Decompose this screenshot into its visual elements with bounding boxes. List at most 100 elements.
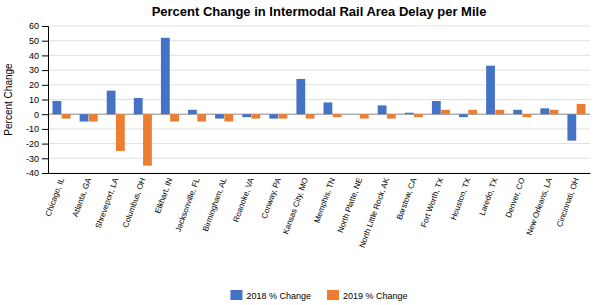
legend-item: 2018 % Change [230, 290, 311, 301]
y-tick: 20 [29, 80, 48, 90]
bar [567, 114, 576, 140]
x-tick-label: Laredo, TX [478, 176, 500, 217]
y-tick: -10 [26, 124, 48, 134]
bar [134, 98, 143, 114]
y-tick: 10 [29, 95, 48, 105]
x-tick: Roanoke, VA [231, 176, 256, 223]
x-axis: Chicago, ILAtlanta, GAShreveport, LAColu… [44, 174, 591, 250]
bar [405, 113, 414, 114]
y-tick-label: 0 [34, 110, 39, 120]
y-tick-mark [42, 114, 48, 115]
bar [197, 114, 206, 121]
bar [269, 114, 278, 118]
bar [333, 114, 342, 117]
bar [360, 114, 369, 118]
x-tick: Columbus, OH [121, 176, 147, 229]
bar [279, 114, 288, 118]
x-tick-label: Birmingham, AL [201, 176, 229, 233]
y-tick: -30 [26, 154, 48, 164]
x-tick: Denver, CO [504, 177, 527, 219]
y-tick: -20 [26, 139, 48, 149]
x-tick-label: Fort Worth, TX [419, 176, 446, 229]
bar [486, 66, 495, 115]
grid-line [48, 173, 590, 174]
bar [432, 101, 441, 114]
x-tick-label: Shreveport, LA [94, 176, 121, 230]
bar [577, 104, 586, 114]
y-tick-label: 20 [29, 80, 39, 90]
bar [387, 114, 396, 118]
bar [53, 101, 62, 114]
x-tick: Memphis, TN [312, 176, 337, 224]
x-tick: Atlanta, GA [71, 176, 94, 218]
y-tick-mark [42, 173, 48, 174]
bar [378, 105, 387, 114]
x-tick-label: New Orleans, LA [525, 176, 554, 237]
legend-swatch [327, 290, 339, 300]
x-tick-label: Atlanta, GA [71, 176, 94, 218]
x-tick: Fort Worth, TX [419, 176, 446, 229]
bar [62, 114, 71, 118]
y-tick: 40 [29, 51, 48, 61]
y-tick-label: -30 [26, 154, 39, 164]
x-tick: New Orleans, LA [525, 176, 554, 237]
legend-item: 2019 % Change [327, 290, 408, 301]
bar [441, 110, 450, 114]
bar [495, 110, 504, 114]
x-tick: Laredo, TX [478, 176, 500, 217]
grid [48, 26, 590, 173]
y-tick-label: 40 [29, 51, 39, 61]
x-tick: Houston, TX [449, 176, 473, 221]
bar [513, 110, 522, 114]
bar [324, 102, 333, 114]
bar [414, 114, 423, 117]
y-tick-mark [42, 55, 48, 56]
y-tick-label: 60 [29, 21, 39, 31]
y-tick-mark [42, 158, 48, 159]
grid-line [48, 128, 590, 129]
x-tick: Barstow, CA [395, 176, 419, 221]
x-tick: Cincinnati, OH [555, 176, 581, 228]
y-tick-mark [42, 100, 48, 101]
grid-line [48, 70, 590, 71]
grid-line [48, 114, 590, 115]
bar [215, 114, 224, 118]
bar [89, 114, 98, 121]
x-tick-label: Denver, CO [504, 177, 527, 219]
x-tick-label: Memphis, TN [312, 176, 337, 224]
bar [459, 114, 468, 117]
x-tick-label: Kansas City, MO [281, 177, 310, 236]
x-tick-label: Cincinnati, OH [555, 176, 581, 228]
grid-line [48, 158, 590, 159]
x-axis-line [49, 173, 591, 174]
chart: Percent Change in Intermodal Rail Area D… [0, 0, 600, 305]
y-tick-mark [42, 129, 48, 130]
y-axis: -40-30-20-100102030405060 [26, 21, 49, 178]
bar [306, 114, 315, 118]
y-tick: 0 [34, 110, 48, 120]
bar [242, 114, 251, 117]
x-tick: North Little Rock, AK [358, 176, 392, 249]
grid-line [48, 55, 590, 56]
x-tick: Jacksonville, FL [174, 176, 202, 233]
bar [107, 91, 116, 115]
bar [296, 79, 305, 114]
y-tick-label: -10 [26, 124, 39, 134]
x-tick-label: Roanoke, VA [231, 176, 256, 223]
y-tick: 30 [29, 65, 48, 75]
grid-line [48, 40, 590, 41]
bar [550, 110, 559, 114]
bar [224, 114, 233, 121]
x-tick: North Platte, NE [336, 177, 364, 234]
y-tick-label: 10 [29, 95, 39, 105]
y-tick-mark [42, 144, 48, 145]
plot: -40-30-20-100102030405060Chicago, ILAtla… [26, 21, 591, 249]
bar [522, 114, 531, 117]
x-tick-label: Jacksonville, FL [174, 176, 202, 233]
bars [53, 38, 586, 166]
x-tick-label: North Little Rock, AK [358, 176, 392, 249]
bar [251, 114, 260, 118]
bar [161, 38, 170, 114]
grid-line [48, 143, 590, 144]
grid-line [48, 84, 590, 85]
